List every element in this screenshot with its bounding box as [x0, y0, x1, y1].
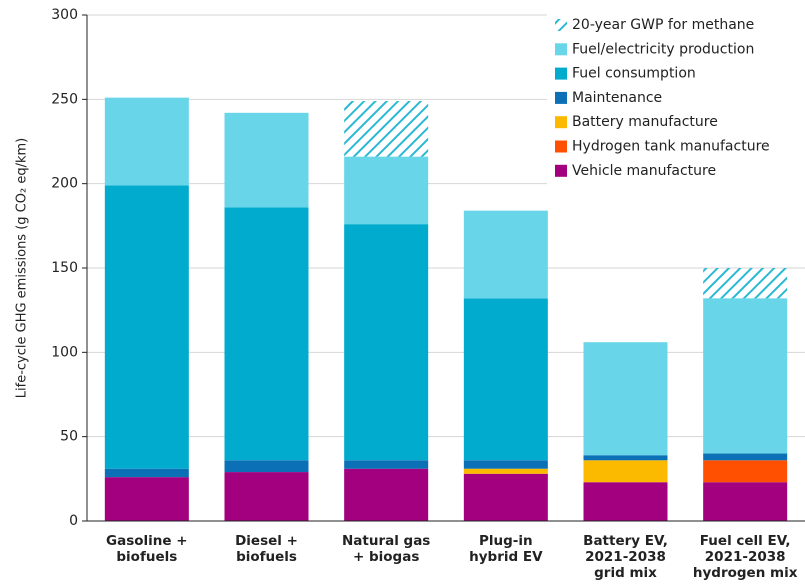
bar-segment	[104, 97, 189, 186]
bar-segment	[463, 468, 548, 474]
legend-label: Fuel consumption	[572, 66, 696, 82]
y-tick-label: 300	[51, 7, 78, 23]
y-axis-title: Life-cycle GHG emissions (g CO₂ eq/km)	[15, 138, 30, 398]
x-tick-label: 2021-2038	[585, 549, 666, 565]
bar-segment	[104, 468, 189, 478]
legend-swatch	[555, 43, 567, 56]
bar-segment	[344, 101, 429, 157]
bar-segment	[224, 472, 309, 521]
bar-segment	[583, 342, 668, 456]
bar-segment	[703, 453, 788, 461]
bar-segment	[344, 156, 429, 225]
y-tick-label: 0	[69, 513, 78, 529]
bar-segment	[463, 210, 548, 299]
x-tick-label: biofuels	[116, 549, 177, 565]
bar-segment	[703, 482, 788, 521]
x-tick-label: Diesel +	[235, 533, 298, 549]
x-tick-label: Plug-in	[479, 533, 533, 549]
x-tick-label: + biogas	[353, 549, 419, 565]
x-tick-label: biofuels	[236, 549, 297, 565]
legend-swatch	[555, 67, 567, 80]
bar-segment	[224, 207, 309, 461]
y-tick-label: 200	[51, 176, 78, 192]
x-tick-label: 2021-2038	[705, 549, 786, 565]
legend-swatch	[555, 91, 567, 104]
bar-segment	[463, 473, 548, 521]
legend-swatch	[555, 140, 567, 153]
bar-segment	[344, 468, 429, 521]
legend-label: Fuel/electricity production	[572, 41, 754, 57]
legend-swatch	[555, 19, 567, 31]
x-tick-label: hybrid EV	[469, 549, 543, 565]
legend-label: Maintenance	[572, 90, 662, 106]
x-tick-label: Fuel cell EV,	[700, 533, 791, 549]
x-tick-label: grid mix	[594, 565, 657, 581]
x-tick-label: Gasoline +	[106, 533, 188, 549]
x-tick-label: Natural gas	[342, 533, 430, 549]
legend-label: Hydrogen tank manufacture	[572, 139, 770, 155]
bar-segment	[703, 460, 788, 483]
legend-label: Vehicle manufacture	[572, 163, 716, 179]
y-tick-label: 100	[51, 344, 78, 360]
legend-swatch	[555, 164, 567, 177]
y-tick-label: 250	[51, 91, 78, 107]
bar-segment	[703, 268, 788, 299]
y-tick-label: 50	[60, 429, 78, 445]
bar-segment	[463, 460, 548, 469]
bar-segment	[104, 477, 189, 521]
bar-segment	[104, 185, 189, 469]
bar-segment	[583, 460, 668, 483]
x-tick-label: hydrogen mix	[693, 565, 798, 581]
bar-segment	[224, 460, 309, 473]
bar-segment	[224, 112, 309, 208]
bar-segment	[344, 460, 429, 469]
bar-segment	[583, 455, 668, 461]
bar-segment	[583, 482, 668, 521]
x-tick-label: Battery EV,	[583, 533, 668, 549]
y-tick-label: 150	[51, 260, 78, 276]
legend-background	[547, 11, 805, 190]
bar-segment	[703, 298, 788, 454]
bar-segment	[344, 224, 429, 461]
legend-swatch	[555, 116, 567, 129]
legend-label: Battery manufacture	[572, 114, 718, 130]
legend-label: 20-year GWP for methane	[572, 17, 754, 33]
bar-segment	[463, 298, 548, 461]
